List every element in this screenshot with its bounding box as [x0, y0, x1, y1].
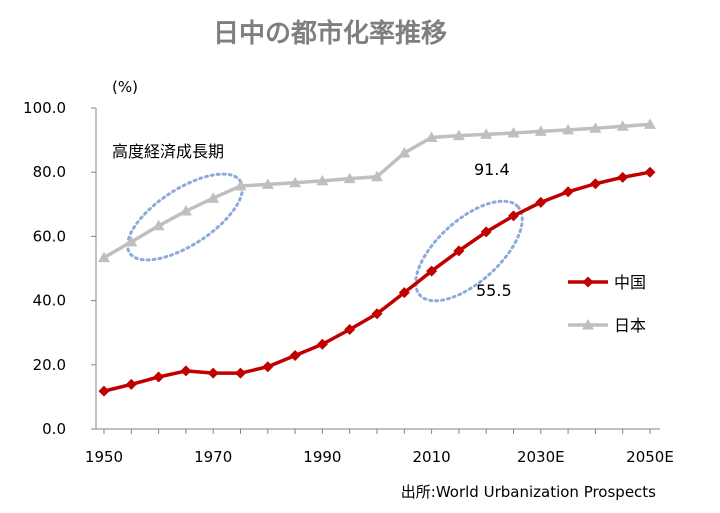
x-tick-label: 2030E [517, 448, 565, 466]
highlight-ellipse-growth-period [126, 172, 244, 262]
x-tick-label: 2050E [626, 448, 674, 466]
legend-marker [582, 276, 594, 288]
axes [91, 107, 660, 434]
data-point-japan [480, 128, 493, 139]
data-point-japan [398, 146, 411, 158]
data-point-japan [534, 125, 547, 136]
data-point-china [589, 178, 601, 190]
data-point-china [98, 385, 110, 397]
data-point-japan [562, 123, 575, 135]
data-point-japan [98, 251, 110, 263]
y-tick-label: 100.0 [23, 99, 66, 117]
data-point-japan [261, 178, 274, 189]
series-japan [98, 118, 656, 263]
data-point-china [262, 361, 274, 373]
annotation-period-label: 高度経済成長期 [112, 142, 224, 161]
data-point-japan [425, 131, 438, 143]
y-tick-label: 20.0 [33, 356, 66, 374]
data-point-japan [343, 172, 356, 184]
data-point-china [426, 265, 438, 277]
chart-title: 日中の都市化率推移 [213, 18, 447, 49]
y-tick-label: 40.0 [33, 292, 66, 310]
data-point-china [562, 186, 574, 198]
data-point-china [508, 210, 519, 222]
data-point-china [398, 287, 410, 299]
data-point-china [180, 365, 192, 377]
legend-label: 日本 [614, 316, 646, 335]
legend-label: 中国 [614, 273, 646, 292]
series-layer [98, 118, 656, 397]
data-point-japan [316, 174, 329, 186]
source-note: 出所:World Urbanization Prospects [401, 483, 656, 501]
data-point-china [344, 323, 356, 335]
data-point-china [153, 371, 165, 383]
y-tick-label: 80.0 [33, 163, 66, 181]
data-point-japan [234, 180, 247, 191]
x-tick-label: 1970 [194, 448, 232, 466]
x-tick-label: 1990 [303, 448, 341, 466]
data-point-china [289, 349, 301, 361]
data-point-china [235, 367, 246, 379]
data-point-japan [452, 129, 465, 141]
data-point-japan [644, 118, 656, 129]
data-point-japan [589, 122, 602, 133]
data-point-japan [179, 205, 192, 216]
data-point-china [644, 166, 656, 178]
legend-item-china: 中国 [568, 273, 646, 292]
data-point-japan [207, 192, 220, 203]
data-point-china [617, 171, 629, 183]
y-tick-label: 60.0 [33, 227, 66, 245]
data-point-china [207, 367, 219, 379]
data-point-japan [616, 120, 629, 131]
x-tick-label: 2010 [413, 448, 451, 466]
data-point-china [125, 378, 137, 390]
y-axis-unit-label: (%) [112, 78, 138, 96]
data-point-japan [125, 235, 138, 247]
series-china [98, 166, 656, 397]
data-point-china [371, 308, 383, 320]
data-point-china [535, 196, 547, 208]
data-point-japan [289, 176, 302, 188]
highlight-ellipse-china-urbanization [414, 199, 524, 303]
data-point-china [453, 245, 465, 257]
data-point-japan [371, 170, 383, 182]
legend-marker [582, 319, 594, 330]
annotation-china-value: 55.5 [476, 281, 512, 300]
data-point-japan [152, 219, 165, 231]
legend-item-japan: 日本 [568, 316, 646, 335]
annotation-japan-value: 91.4 [474, 160, 510, 179]
y-tick-label: 0.0 [42, 420, 66, 438]
data-point-china [316, 338, 328, 350]
x-tick-label: 1950 [85, 448, 123, 466]
tick-labels: 0.0 20.0 40.0 60.0 80.0 100.0 1950 1970 1990 2010… [23, 99, 674, 466]
data-point-china [480, 226, 492, 238]
data-point-japan [507, 127, 520, 138]
